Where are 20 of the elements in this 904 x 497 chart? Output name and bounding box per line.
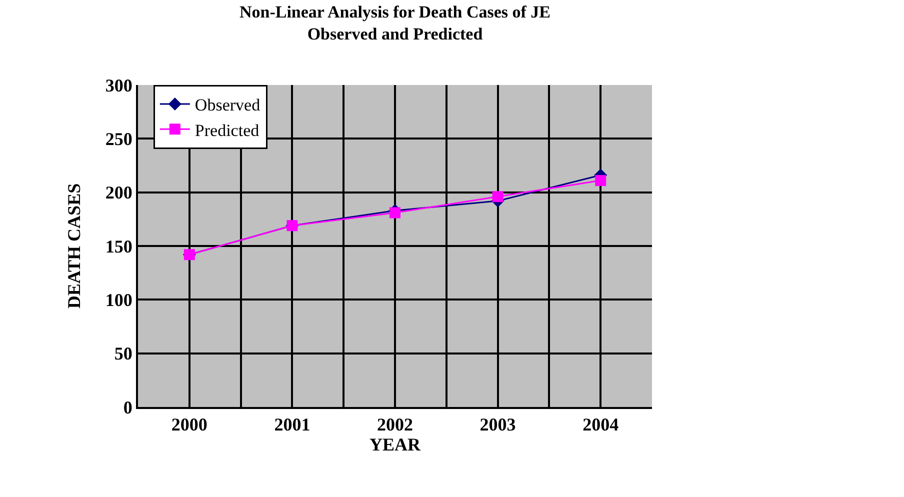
x-tick-label: 2000 (171, 414, 208, 435)
legend-label: Predicted (194, 120, 260, 140)
x-tick-label: 2002 (377, 414, 413, 435)
point (492, 191, 504, 202)
x-tick-label: 2001 (274, 414, 310, 435)
y-tick-label: 200 (105, 182, 132, 203)
x-axis-title: YEAR (369, 434, 422, 455)
y-tick-label: 300 (105, 75, 132, 96)
y-axis-title: DEATH CASES (64, 183, 84, 309)
x-tick-label: 2004 (582, 414, 619, 435)
x-tick-label: 2003 (480, 414, 516, 435)
y-tick-label: 0 (123, 397, 132, 418)
y-tick-label: 50 (114, 344, 132, 364)
chart-title: Non-Linear Analysis for Death Cases of JE Observed and Predicted (239, 2, 551, 44)
y-tick-label: 150 (105, 236, 132, 256)
y-tick-label: 100 (105, 290, 132, 310)
point (390, 207, 400, 218)
point (595, 175, 606, 186)
legend-label: Observed (194, 96, 261, 115)
y-tick-label: 250 (105, 128, 132, 149)
